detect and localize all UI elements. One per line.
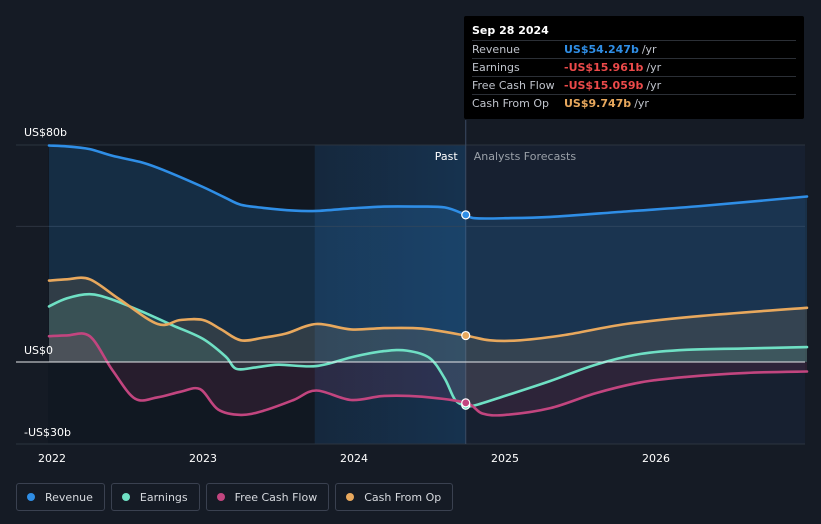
x-axis-label: 2025 [491, 452, 519, 465]
x-axis-label: 2022 [38, 452, 66, 465]
legend-label: Free Cash Flow [234, 490, 318, 504]
line-free-cash-flow [47, 332, 809, 417]
forecast-region [465, 145, 805, 444]
line-revenue [47, 144, 809, 220]
tooltip-row-free-cash-flow: Free Cash Flow -US$15.059b /yr [472, 76, 796, 94]
marker-cash-from-op [461, 330, 471, 341]
tooltip-label: Earnings [472, 61, 520, 74]
tooltip-label: Revenue [472, 43, 520, 56]
past-label: Past [435, 150, 459, 163]
area-free-cash-flow [49, 333, 807, 416]
tooltip-panel: Sep 28 2024 Revenue US$54.247b /yr Earni… [464, 16, 804, 119]
y-axis-label: US$0 [24, 344, 53, 357]
area-revenue [49, 145, 807, 362]
x-axis-label: 2026 [642, 452, 670, 465]
tooltip-unit: /yr [646, 79, 662, 92]
legend-item-free-cash-flow[interactable]: Free Cash Flow [205, 483, 330, 511]
legend-label: Revenue [45, 490, 93, 504]
legend-dot-icon [346, 493, 355, 501]
tooltip-label: Free Cash Flow [472, 79, 555, 92]
legend-label: Cash From Op [364, 490, 442, 504]
line-cash-from-op [47, 276, 809, 343]
legend-label: Earnings [139, 490, 188, 504]
tooltip-unit: /yr [634, 97, 649, 110]
tooltip-unit: /yr [641, 43, 657, 56]
tooltip-row-revenue: Revenue US$54.247b /yr [472, 40, 796, 58]
tooltip-value: US$54.247b [564, 43, 639, 56]
legend: Revenue Earnings Free Cash Flow Cash Fro… [16, 483, 454, 511]
legend-item-revenue[interactable]: Revenue [16, 483, 105, 511]
tooltip-row-earnings: Earnings -US$15.961b /yr [472, 58, 796, 76]
legend-dot-icon [216, 493, 225, 501]
line-earnings [47, 292, 809, 408]
highlight-region [314, 145, 466, 444]
tooltip-value: US$9.747b [564, 97, 632, 110]
tooltip-unit: /yr [646, 61, 662, 74]
y-axis-label: -US$30b [24, 426, 71, 439]
marker-free-cash-flow [461, 398, 471, 408]
legend-item-earnings[interactable]: Earnings [110, 483, 200, 511]
forecast-label: Analysts Forecasts [474, 150, 577, 163]
tooltip-value: -US$15.059b [564, 79, 644, 92]
tooltip-value: -US$15.961b [564, 61, 644, 74]
x-axis-label: 2023 [189, 452, 217, 465]
tooltip-row-cash-from-op: Cash From Op US$9.747b /yr [472, 94, 796, 112]
legend-dot-icon [121, 493, 130, 501]
legend-dot-icon [27, 493, 35, 501]
tooltip-date: Sep 28 2024 [472, 24, 549, 37]
marker-revenue [461, 210, 471, 220]
x-axis-label: 2024 [340, 452, 368, 465]
y-axis-label: US$80b [24, 126, 67, 139]
tooltip-label: Cash From Op [472, 97, 550, 110]
legend-item-cash-from-op[interactable]: Cash From Op [335, 483, 454, 511]
